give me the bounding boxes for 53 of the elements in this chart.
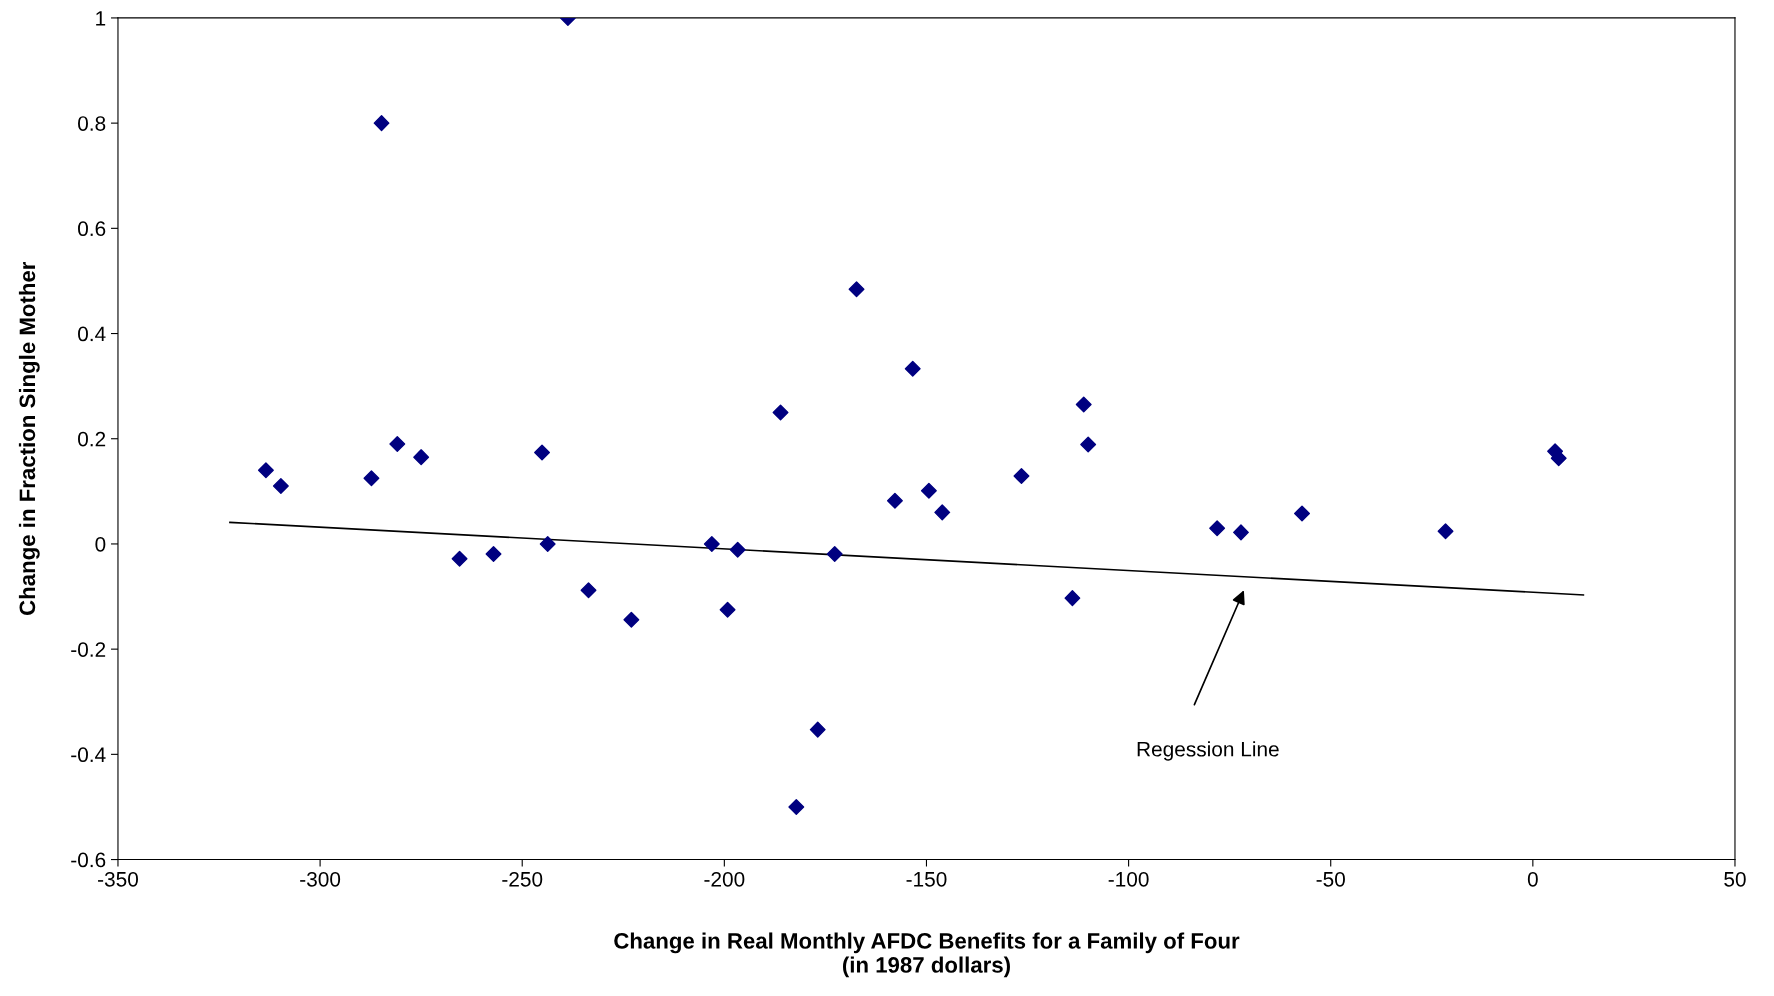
y-tick-label: -0.2 [71, 642, 106, 657]
y-tick-label: 0.6 [78, 221, 106, 237]
y-tick-label: 0.4 [78, 326, 106, 342]
point [1013, 468, 1030, 485]
y-axis-title: Change in Fraction Single Mother [18, 261, 40, 615]
x-axis-title: Change in Real Monthly AFDC Benefits for a Family of Four (in 1987 dollars) [614, 932, 1240, 978]
point [809, 721, 826, 738]
point [363, 470, 380, 487]
point [848, 281, 865, 298]
point [904, 360, 921, 377]
point [1209, 520, 1226, 537]
point [534, 444, 551, 461]
point [1232, 524, 1249, 541]
x-tick-label: -250 [502, 871, 543, 887]
point [373, 115, 390, 132]
point [826, 545, 843, 562]
point [623, 611, 640, 628]
point [451, 550, 468, 567]
y-tick-label: 0.2 [78, 431, 106, 447]
point [788, 798, 805, 815]
point [772, 404, 789, 421]
y-tick-label: 1 [96, 11, 106, 26]
x-tick-label: 0 [1527, 871, 1538, 887]
x-tick-label: -300 [300, 871, 341, 887]
point [413, 449, 430, 466]
y-tick-label: 0 [95, 536, 106, 552]
x-tick-label: -50 [1316, 871, 1345, 887]
point [1075, 396, 1092, 413]
point [1064, 590, 1081, 607]
y-tick-label: 0.8 [78, 116, 106, 131]
point [729, 541, 746, 558]
point [1294, 505, 1310, 522]
x-tick-label: -150 [906, 871, 947, 887]
x-tick-label: -350 [98, 871, 139, 887]
x-tick-label: -100 [1108, 871, 1149, 887]
point [703, 535, 720, 552]
point [886, 492, 903, 509]
y-tick-label: -0.4 [71, 747, 106, 763]
point [389, 436, 406, 452]
point [1080, 436, 1097, 453]
point [257, 462, 274, 479]
point [719, 601, 736, 618]
point [272, 478, 289, 495]
x-tick-label: -200 [704, 871, 745, 887]
point [934, 504, 951, 521]
y-tick-label: -0.6 [71, 852, 106, 868]
x-tick-label: 50 [1724, 871, 1746, 887]
point [580, 582, 597, 599]
point [920, 482, 937, 499]
annotation: Regession Line [1137, 741, 1279, 761]
point [539, 535, 556, 552]
point [1437, 523, 1454, 540]
point [485, 545, 502, 562]
